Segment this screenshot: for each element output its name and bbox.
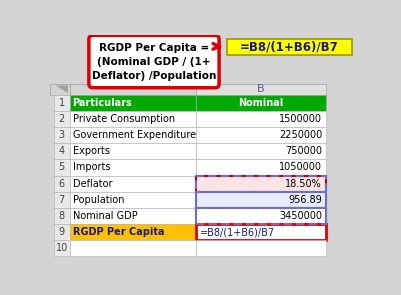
Text: Nominal GDP: Nominal GDP: [73, 211, 138, 221]
Polygon shape: [56, 86, 68, 93]
Bar: [54, 143, 69, 159]
Text: Private Consumption: Private Consumption: [73, 114, 175, 124]
Bar: [196, 111, 326, 127]
Text: 1500000: 1500000: [279, 114, 322, 124]
Bar: [227, 39, 352, 55]
Bar: [196, 84, 326, 95]
Bar: [196, 240, 326, 256]
Text: 10: 10: [56, 243, 68, 253]
Bar: [50, 84, 69, 95]
Text: 2250000: 2250000: [279, 130, 322, 140]
Bar: [196, 95, 326, 111]
Bar: [196, 176, 326, 192]
Bar: [69, 95, 196, 111]
Text: 2: 2: [59, 114, 65, 124]
Bar: [54, 224, 69, 240]
Text: Population: Population: [73, 195, 124, 205]
Bar: [69, 84, 196, 95]
Bar: [54, 208, 69, 224]
Bar: [69, 159, 196, 176]
Bar: [69, 176, 196, 192]
Text: 1050000: 1050000: [279, 163, 322, 173]
Text: Government Expenditure: Government Expenditure: [73, 130, 196, 140]
Bar: [69, 192, 196, 208]
Text: B: B: [257, 84, 265, 94]
Text: =B8/(1+B6)/B7: =B8/(1+B6)/B7: [240, 40, 339, 53]
Bar: [69, 143, 196, 159]
Bar: [69, 127, 196, 143]
Text: 1: 1: [59, 98, 65, 108]
Bar: [54, 111, 69, 127]
Text: 3450000: 3450000: [279, 211, 322, 221]
Bar: [54, 95, 69, 111]
Bar: [54, 159, 69, 176]
FancyBboxPatch shape: [89, 35, 219, 88]
Text: Particulars: Particulars: [73, 98, 132, 108]
Bar: [54, 176, 69, 192]
Bar: [196, 143, 326, 159]
Text: Nominal: Nominal: [238, 98, 284, 108]
Text: Imports: Imports: [73, 163, 110, 173]
Bar: [196, 159, 326, 176]
Bar: [54, 192, 69, 208]
Text: 956.89: 956.89: [288, 195, 322, 205]
Text: 3: 3: [59, 130, 65, 140]
Text: 9: 9: [59, 227, 65, 237]
Text: 750000: 750000: [285, 146, 322, 156]
Bar: [69, 111, 196, 127]
Text: =B8/(1+B6)/B7: =B8/(1+B6)/B7: [200, 227, 275, 237]
Bar: [196, 208, 326, 224]
Bar: [69, 224, 196, 240]
Bar: [69, 208, 196, 224]
Text: 4: 4: [59, 146, 65, 156]
Text: Exports: Exports: [73, 146, 109, 156]
Bar: [196, 127, 326, 143]
Bar: [54, 127, 69, 143]
Text: RGDP Per Capita: RGDP Per Capita: [73, 227, 164, 237]
Text: 5: 5: [59, 163, 65, 173]
Text: 8: 8: [59, 211, 65, 221]
Text: RGDP Per Capita =
(Nominal GDP / (1+
Deflator) /Population: RGDP Per Capita = (Nominal GDP / (1+ Def…: [92, 42, 216, 81]
Bar: [196, 224, 326, 240]
Text: 18.50%: 18.50%: [286, 179, 322, 189]
Text: 7: 7: [59, 195, 65, 205]
Text: 6: 6: [59, 179, 65, 189]
Bar: [54, 240, 69, 256]
Bar: [69, 240, 196, 256]
Bar: [196, 176, 326, 224]
Text: Deflator: Deflator: [73, 179, 112, 189]
Bar: [196, 192, 326, 208]
